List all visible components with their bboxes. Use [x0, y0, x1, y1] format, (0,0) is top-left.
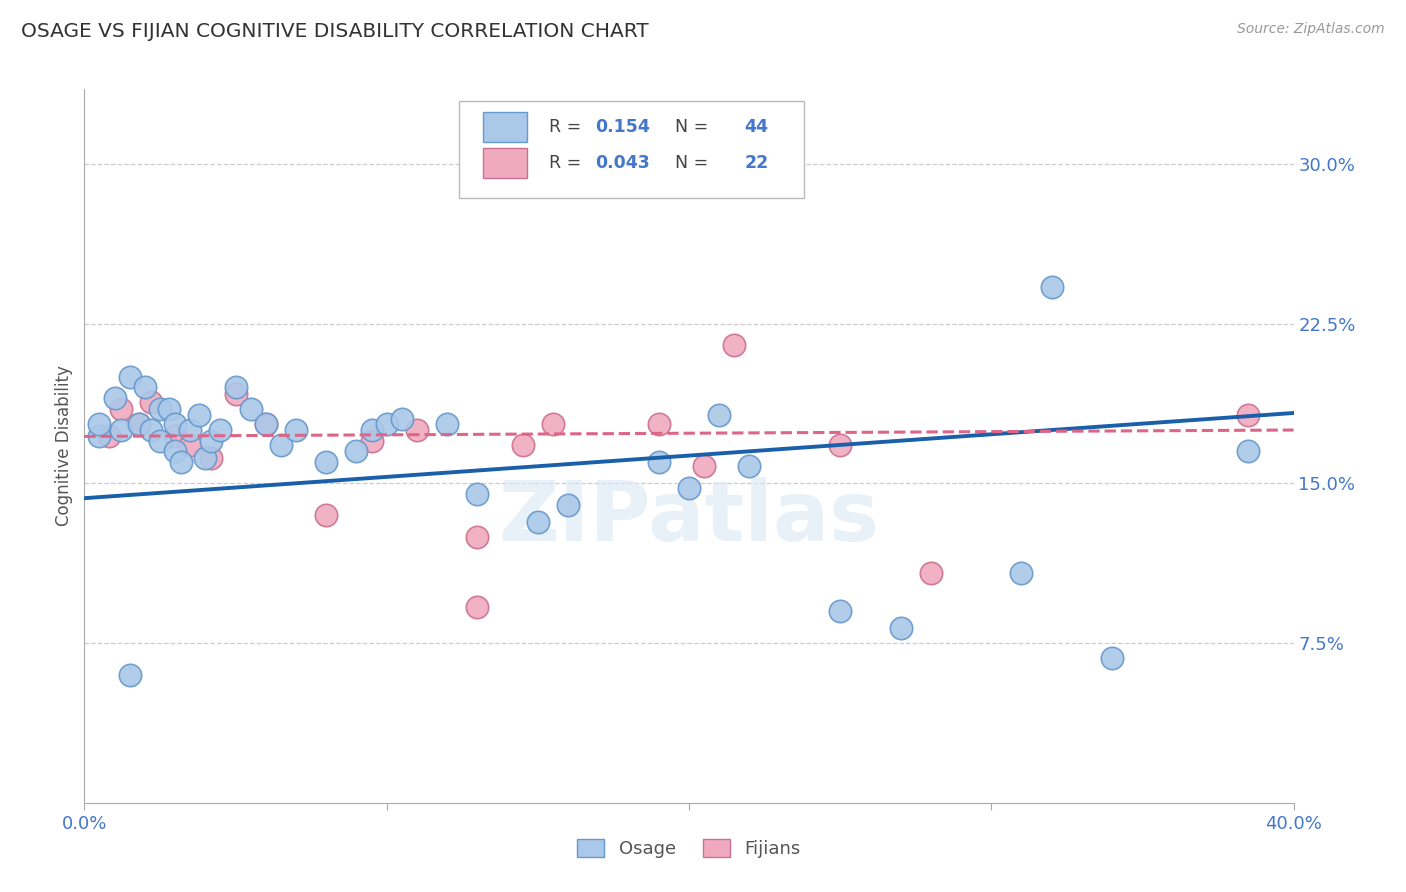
- Point: [830, 604, 852, 618]
- Point: [200, 450, 222, 465]
- Bar: [484, 148, 527, 178]
- Point: [128, 417, 150, 431]
- Point: [239, 401, 262, 416]
- Point: [165, 444, 187, 458]
- Point: [360, 434, 382, 448]
- Point: [1237, 408, 1260, 422]
- Point: [170, 455, 193, 469]
- Point: [1237, 444, 1260, 458]
- Point: [406, 423, 429, 437]
- Point: [149, 434, 172, 448]
- Point: [693, 459, 716, 474]
- Point: [738, 459, 761, 474]
- Point: [920, 566, 942, 580]
- Point: [270, 438, 292, 452]
- Text: N =: N =: [664, 153, 713, 171]
- Point: [678, 481, 700, 495]
- Point: [134, 380, 156, 394]
- Point: [346, 444, 368, 458]
- Point: [648, 455, 671, 469]
- Point: [89, 429, 111, 443]
- Legend: Osage, Fijians: Osage, Fijians: [569, 831, 808, 865]
- Point: [541, 417, 564, 431]
- Point: [118, 668, 141, 682]
- Y-axis label: Cognitive Disability: Cognitive Disability: [55, 366, 73, 526]
- Point: [165, 417, 187, 431]
- FancyBboxPatch shape: [460, 102, 804, 198]
- Text: 0.154: 0.154: [595, 118, 650, 136]
- Point: [200, 434, 222, 448]
- Point: [139, 423, 162, 437]
- Point: [225, 380, 247, 394]
- Point: [467, 599, 489, 614]
- Point: [149, 401, 172, 416]
- Point: [157, 401, 180, 416]
- Point: [104, 391, 127, 405]
- Point: [89, 417, 111, 431]
- Point: [709, 408, 731, 422]
- Point: [1011, 566, 1033, 580]
- Point: [110, 423, 132, 437]
- Text: N =: N =: [664, 118, 713, 136]
- Point: [225, 386, 247, 401]
- Text: R =: R =: [548, 153, 586, 171]
- Point: [467, 529, 489, 543]
- Point: [315, 455, 337, 469]
- Point: [188, 408, 211, 422]
- Point: [139, 395, 162, 409]
- Point: [315, 508, 337, 523]
- Text: R =: R =: [548, 118, 586, 136]
- Point: [830, 438, 852, 452]
- Point: [467, 487, 489, 501]
- Point: [179, 438, 201, 452]
- Text: OSAGE VS FIJIAN COGNITIVE DISABILITY CORRELATION CHART: OSAGE VS FIJIAN COGNITIVE DISABILITY COR…: [21, 22, 648, 41]
- Point: [436, 417, 458, 431]
- Point: [648, 417, 671, 431]
- Point: [391, 412, 413, 426]
- Point: [890, 621, 912, 635]
- Point: [375, 417, 398, 431]
- Bar: [484, 112, 527, 142]
- Point: [179, 423, 201, 437]
- Point: [254, 417, 277, 431]
- Point: [1101, 651, 1123, 665]
- Point: [254, 417, 277, 431]
- Point: [110, 401, 132, 416]
- Point: [285, 423, 308, 437]
- Point: [128, 417, 150, 431]
- Text: 44: 44: [745, 118, 769, 136]
- Point: [723, 338, 745, 352]
- Text: 22: 22: [745, 153, 769, 171]
- Point: [97, 429, 120, 443]
- Point: [165, 429, 187, 443]
- Point: [360, 423, 382, 437]
- Point: [209, 423, 232, 437]
- Text: 0.043: 0.043: [595, 153, 650, 171]
- Point: [512, 438, 534, 452]
- Point: [194, 450, 217, 465]
- Point: [118, 369, 141, 384]
- Point: [527, 515, 550, 529]
- Text: Source: ZipAtlas.com: Source: ZipAtlas.com: [1237, 22, 1385, 37]
- Point: [557, 498, 579, 512]
- Text: ZIPatlas: ZIPatlas: [499, 477, 879, 558]
- Point: [1040, 280, 1063, 294]
